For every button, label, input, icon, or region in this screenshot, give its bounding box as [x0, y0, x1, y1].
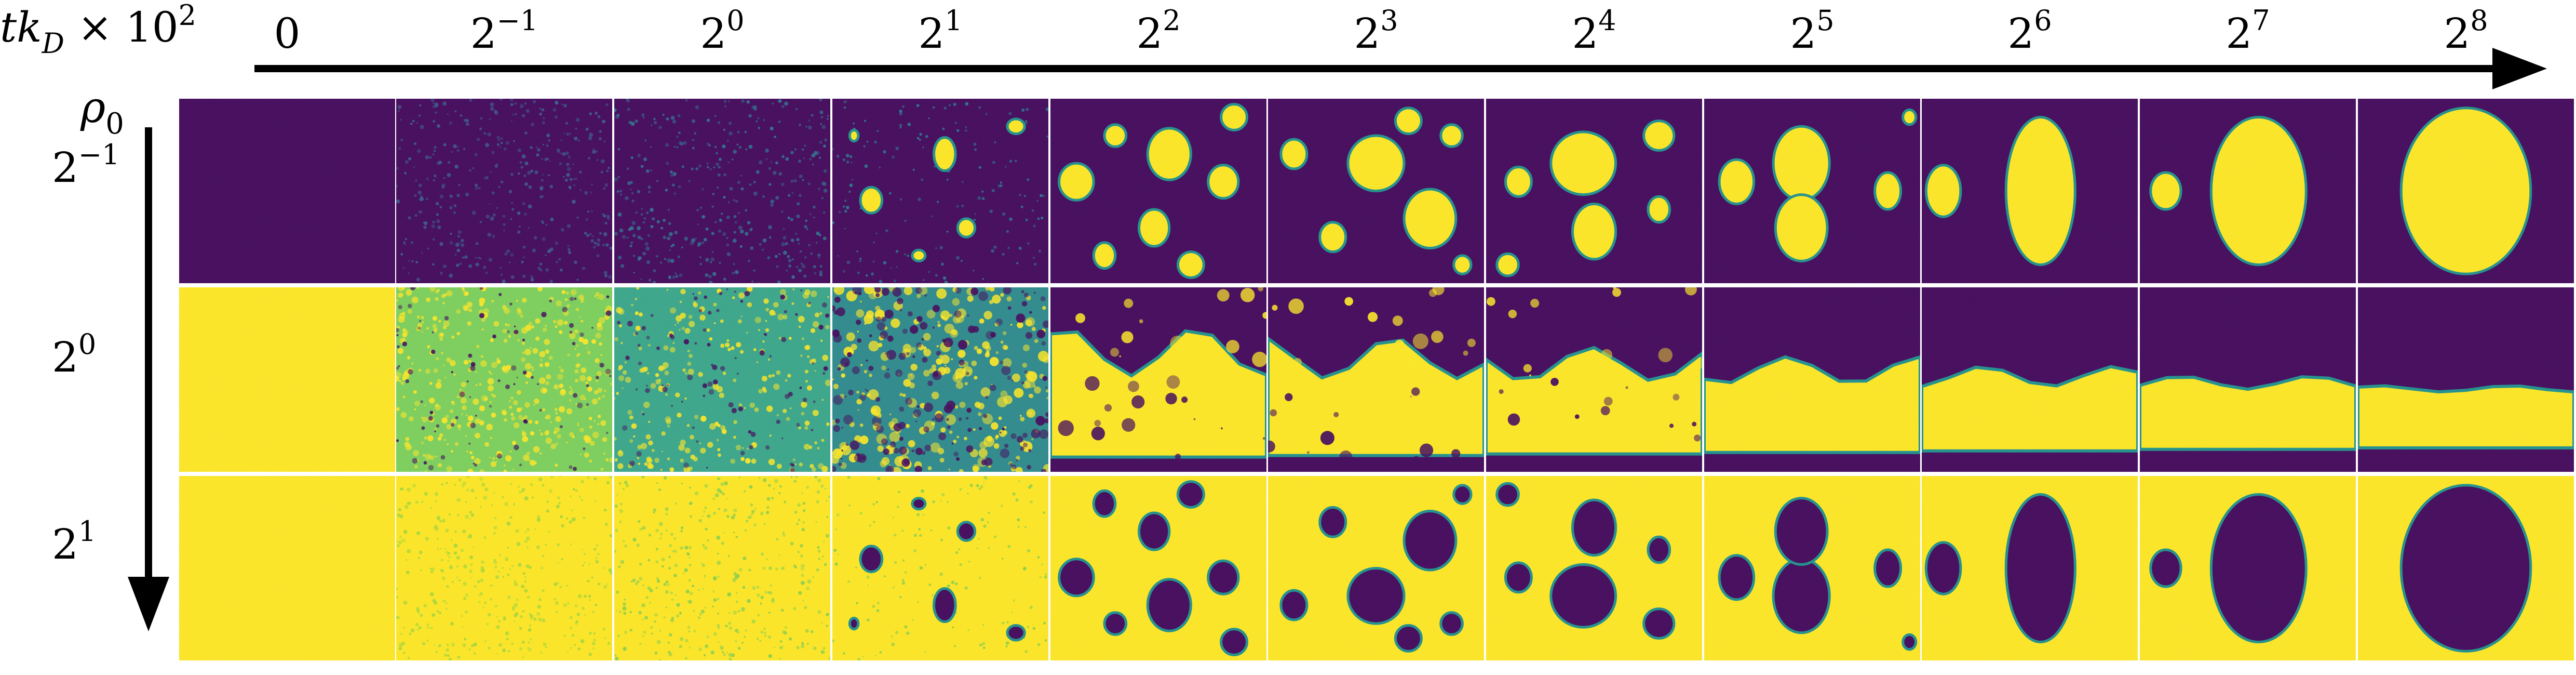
snapshot-cell [614, 99, 830, 283]
density-tick-labels: 2−1 20 21 [52, 138, 120, 568]
time-tick-label: 27 [2226, 4, 2270, 58]
snapshot-cell [2140, 99, 2356, 283]
snapshot-cell [1486, 287, 1702, 472]
snapshot-cell [396, 287, 612, 472]
snapshot-cell [179, 99, 395, 283]
time-tick-label: 23 [1354, 4, 1398, 58]
snapshot-cell [1050, 99, 1266, 283]
time-axis-label: tkD × 102 [0, 0, 196, 60]
snapshot-cell [832, 99, 1048, 283]
time-tick-labels: 0 2−1 20 21 22 23 24 25 26 27 28 [274, 4, 2488, 58]
snapshot-cell [1486, 476, 1702, 660]
snapshot-cell [396, 476, 612, 660]
snapshot-cell [179, 287, 395, 472]
snapshot-cell [1486, 99, 1702, 283]
snapshot-cell [1704, 476, 1920, 660]
snapshot-cell [2140, 476, 2356, 660]
snapshot-cell [1268, 287, 1484, 472]
snapshot-cell [1268, 99, 1484, 283]
snapshot-cell [2358, 476, 2574, 660]
snapshot-cell [1922, 99, 2138, 283]
snapshot-cell [1704, 99, 1920, 283]
time-tick-label: 25 [1790, 4, 1834, 58]
snapshot-cell [1704, 287, 1920, 472]
snapshot-cell [1050, 476, 1266, 660]
time-axis-arrow [254, 48, 2547, 89]
time-tick-label: 22 [1136, 4, 1180, 58]
density-tick-label: 20 [52, 328, 96, 381]
snapshot-cell [832, 287, 1048, 472]
snapshot-cell [179, 476, 395, 660]
density-axis-arrow [128, 127, 169, 631]
time-tick-label: 28 [2444, 4, 2488, 58]
snapshot-cell [1922, 287, 2138, 472]
density-tick-label: 2−1 [52, 138, 120, 192]
density-axis-label: ρ0 [80, 83, 124, 141]
snapshot-cell [2358, 99, 2574, 283]
snapshot-cell [614, 287, 830, 472]
snapshot-grid [179, 99, 2574, 660]
time-tick-label: 26 [2007, 4, 2052, 58]
snapshot-cell [2140, 287, 2356, 472]
snapshot-cell [1050, 287, 1266, 472]
time-tick-label: 21 [918, 4, 962, 58]
time-tick-label: 24 [1572, 4, 1616, 58]
density-tick-label: 21 [52, 515, 96, 568]
snapshot-cell [2358, 287, 2574, 472]
snapshot-cell [614, 476, 830, 660]
time-tick-label: 20 [700, 4, 744, 58]
time-tick-label: 2−1 [470, 4, 538, 58]
snapshot-cell [832, 476, 1048, 660]
time-tick-label: 0 [274, 9, 301, 58]
snapshot-cell [1922, 476, 2138, 660]
snapshot-cell [396, 99, 612, 283]
snapshot-cell [1268, 476, 1484, 660]
